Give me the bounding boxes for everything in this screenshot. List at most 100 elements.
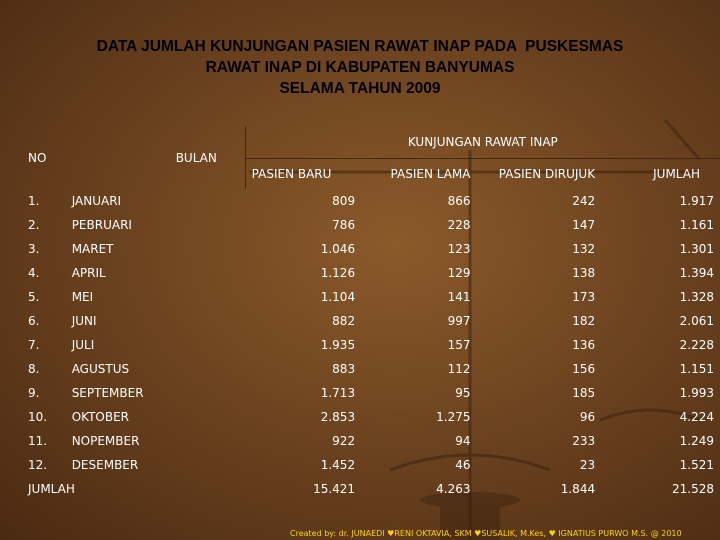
cell-pasien-baru: 1.104 bbox=[320, 290, 356, 304]
table-row: 5. MEI 1.104 141 173 1.328 bbox=[22, 285, 720, 309]
header-no: NO bbox=[28, 150, 47, 165]
table-row: 10. OKTOBER 2.853 1.275 96 4.224 bbox=[22, 405, 720, 429]
cell-bulan: APRIL bbox=[71, 266, 106, 280]
cell-jumlah: 1.328 bbox=[679, 290, 714, 304]
cell-pasien-lama: 94 bbox=[455, 434, 471, 448]
cell-bulan: JULI bbox=[71, 338, 95, 352]
cell-pasien-lama: 1.275 bbox=[436, 410, 471, 424]
table-body: 1. JANUARI 809 866 242 1.917 2. PEBRUARI 786 228 1… bbox=[22, 189, 720, 477]
total-label: JUMLAH bbox=[28, 482, 75, 496]
cell-pasien-lama: 95 bbox=[455, 386, 471, 400]
table-row: 7. JULI 1.935 157 136 2.228 bbox=[22, 333, 720, 357]
cell-pasien-baru: 786 bbox=[332, 218, 356, 232]
page-title: DATA JUMLAH KUNJUNGAN PASIEN RAWAT INAP … bbox=[0, 36, 720, 99]
cell-pasien-baru: 1.935 bbox=[320, 338, 356, 352]
cell-bulan: JANUARI bbox=[71, 194, 122, 208]
total-dirujuk: 1.844 bbox=[560, 482, 596, 496]
cell-pasien-baru: 809 bbox=[332, 194, 356, 208]
cell-no: 5. bbox=[28, 290, 40, 304]
cell-bulan: OKTOBER bbox=[71, 410, 129, 424]
header-kunjungan-group: KUNJUNGAN RAWAT INAP bbox=[244, 126, 720, 159]
cell-jumlah: 2.061 bbox=[679, 314, 714, 328]
header-jumlah: JUMLAH bbox=[653, 167, 700, 181]
cell-pasien-lama: 112 bbox=[447, 362, 471, 376]
cell-bulan: AGUSTUS bbox=[71, 362, 130, 376]
cell-no: 7. bbox=[28, 338, 40, 352]
cell-jumlah: 1.151 bbox=[679, 362, 714, 376]
header-pasien-dirujuk: PASIEN DIRUJUK bbox=[498, 167, 596, 181]
table-row: 3. MARET 1.046 123 132 1.301 bbox=[22, 237, 720, 261]
cell-pasien-baru: 922 bbox=[332, 434, 356, 448]
cell-pasien-lama: 141 bbox=[447, 290, 471, 304]
table-row: 9. SEPTEMBER 1.713 95 185 1.993 bbox=[22, 381, 720, 405]
cell-pasien-baru: 1.046 bbox=[320, 242, 356, 256]
cell-pasien-dirujuk: 185 bbox=[572, 386, 596, 400]
title-line-3: SELAMA TAHUN 2009 bbox=[279, 80, 441, 97]
cell-no: 6. bbox=[28, 314, 40, 328]
cell-jumlah: 1.521 bbox=[679, 458, 714, 472]
cell-no: 10. bbox=[28, 410, 48, 424]
cell-jumlah: 1.161 bbox=[679, 218, 714, 232]
cell-pasien-dirujuk: 136 bbox=[572, 338, 596, 352]
cell-pasien-baru: 883 bbox=[332, 362, 356, 376]
cell-no: 1. bbox=[28, 194, 40, 208]
cell-bulan: PEBRUARI bbox=[71, 218, 132, 232]
cell-pasien-lama: 866 bbox=[447, 194, 471, 208]
total-jumlah: 21.528 bbox=[672, 482, 714, 496]
cell-jumlah: 1.301 bbox=[679, 242, 714, 256]
table-row: 4. APRIL 1.126 129 138 1.394 bbox=[22, 261, 720, 285]
header-pasien-lama: PASIEN LAMA bbox=[390, 167, 471, 181]
cell-no: 8. bbox=[28, 362, 40, 376]
table-row: 2. PEBRUARI 786 228 147 1.161 bbox=[22, 213, 720, 237]
header-bulan: BULAN bbox=[175, 150, 217, 165]
cell-pasien-baru: 882 bbox=[332, 314, 356, 328]
cell-bulan: SEPTEMBER bbox=[71, 386, 144, 400]
cell-pasien-baru: 1.452 bbox=[320, 458, 356, 472]
table-row: 11. NOPEMBER 922 94 233 1.249 bbox=[22, 429, 720, 453]
table-total-row: JUMLAH 15.421 4.263 1.844 21.528 bbox=[22, 477, 720, 501]
table-row: 1. JANUARI 809 866 242 1.917 bbox=[22, 189, 720, 213]
cell-pasien-baru: 1.126 bbox=[320, 266, 356, 280]
cell-bulan: DESEMBER bbox=[71, 458, 139, 472]
cell-pasien-baru: 2.853 bbox=[320, 410, 356, 424]
cell-jumlah: 1.917 bbox=[679, 194, 714, 208]
total-baru: 15.421 bbox=[313, 482, 356, 496]
cell-no: 4. bbox=[28, 266, 40, 280]
cell-no: 12. bbox=[28, 458, 48, 472]
cell-jumlah: 2.228 bbox=[679, 338, 714, 352]
header-pasien-baru: PASIEN BARU bbox=[244, 158, 362, 189]
cell-pasien-dirujuk: 156 bbox=[572, 362, 596, 376]
credits-footer: Created by: dr. JUNAEDI ♥RENI OKTAVIA, S… bbox=[290, 529, 682, 538]
cell-pasien-lama: 129 bbox=[447, 266, 471, 280]
cell-pasien-dirujuk: 173 bbox=[572, 290, 596, 304]
cell-jumlah: 1.394 bbox=[679, 266, 714, 280]
cell-pasien-dirujuk: 138 bbox=[572, 266, 596, 280]
cell-pasien-dirujuk: 96 bbox=[579, 410, 596, 424]
table-row: 12. DESEMBER 1.452 46 23 1.521 bbox=[22, 453, 720, 477]
cell-jumlah: 1.249 bbox=[679, 434, 714, 448]
table-row: 8. AGUSTUS 883 112 156 1.151 bbox=[22, 357, 720, 381]
cell-jumlah: 4.224 bbox=[679, 410, 714, 424]
cell-pasien-dirujuk: 132 bbox=[572, 242, 596, 256]
total-lama: 4.263 bbox=[436, 482, 471, 496]
cell-pasien-dirujuk: 182 bbox=[572, 314, 596, 328]
cell-pasien-baru: 1.713 bbox=[320, 386, 356, 400]
table-row: 6. JUNI 882 997 182 2.061 bbox=[22, 309, 720, 333]
cell-jumlah: 1.993 bbox=[679, 386, 714, 400]
cell-pasien-lama: 123 bbox=[447, 242, 471, 256]
cell-bulan: JUNI bbox=[71, 314, 97, 328]
cell-pasien-dirujuk: 23 bbox=[579, 458, 596, 472]
cell-pasien-dirujuk: 147 bbox=[572, 218, 596, 232]
cell-no: 2. bbox=[28, 218, 40, 232]
cell-no: 11. bbox=[28, 434, 48, 448]
cell-pasien-lama: 46 bbox=[455, 458, 471, 472]
title-line-2: RAWAT INAP DI KABUPATEN BANYUMAS bbox=[205, 59, 515, 76]
cell-pasien-lama: 997 bbox=[447, 314, 471, 328]
cell-pasien-lama: 228 bbox=[447, 218, 471, 232]
cell-bulan: MARET bbox=[71, 242, 114, 256]
cell-pasien-lama: 157 bbox=[447, 338, 471, 352]
cell-pasien-dirujuk: 233 bbox=[572, 434, 596, 448]
cell-no: 9. bbox=[28, 386, 40, 400]
patient-visit-table: NO BULAN KUNJUNGAN RAWAT INAP PASIEN BAR… bbox=[22, 126, 720, 501]
